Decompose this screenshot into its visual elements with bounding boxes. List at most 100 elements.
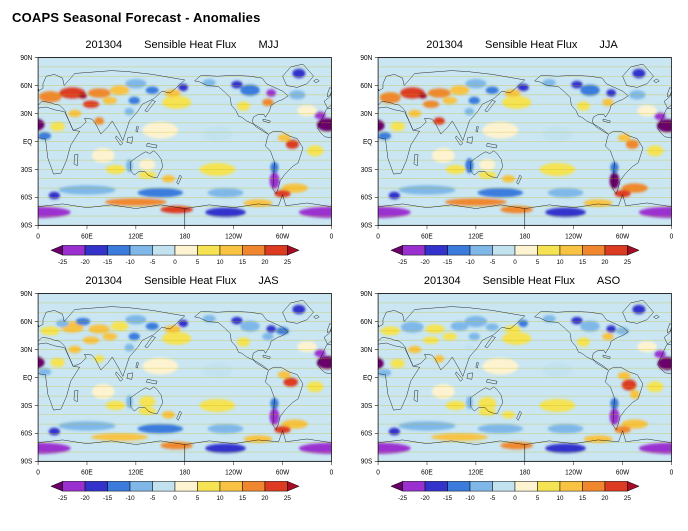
svg-text:-10: -10	[125, 495, 135, 502]
svg-text:0: 0	[330, 469, 334, 476]
svg-text:30S: 30S	[21, 402, 33, 409]
svg-text:5: 5	[536, 495, 540, 502]
svg-text:60S: 60S	[361, 194, 373, 201]
svg-text:60W: 60W	[276, 469, 290, 476]
colorbar-jja: -25 -20 -15 -10 -5 0 5 10 15 20 25	[390, 245, 640, 266]
svg-text:90N: 90N	[360, 291, 372, 298]
init-date: 201304	[426, 39, 464, 51]
svg-text:-5: -5	[490, 495, 496, 502]
svg-text:25: 25	[624, 259, 632, 266]
svg-text:-10: -10	[125, 259, 135, 266]
svg-text:60N: 60N	[360, 319, 372, 326]
colorbar-labels: -25 -20 -15 -10 -5 0 5 10 15 20 25	[58, 259, 291, 266]
colorbar-mjj: -25 -20 -15 -10 -5 0 5 10 15 20 25	[50, 245, 300, 266]
svg-text:5: 5	[536, 259, 540, 266]
svg-text:-5: -5	[150, 259, 156, 266]
svg-text:EQ: EQ	[363, 374, 373, 381]
init-date: 201304	[85, 39, 123, 51]
panel-jas: 201304 Sensible Heat Flux JAS 90N 60N 30N E…	[10, 275, 340, 507]
colorbar-labels: -25 -20 -15 -10 -5 0 5 10 15 20 25	[398, 495, 631, 502]
svg-text:0: 0	[173, 495, 177, 502]
page-title: COAPS Seasonal Forecast - Anomalies	[12, 10, 261, 25]
panel-title-aso: 201304 Sensible Heat Flux ASO	[424, 275, 620, 287]
svg-text:-25: -25	[58, 495, 68, 502]
svg-text:30N: 30N	[360, 111, 372, 118]
svg-text:20: 20	[261, 259, 269, 266]
svg-text:25: 25	[284, 495, 292, 502]
svg-text:0: 0	[513, 259, 517, 266]
variable-name: Sensible Heat Flux	[144, 275, 237, 287]
svg-text:30S: 30S	[361, 166, 373, 173]
svg-text:15: 15	[579, 259, 587, 266]
panel-grid: 201304 Sensible Heat Flux MJJ 90N 60N 30N E…	[10, 39, 680, 507]
svg-text:-15: -15	[443, 259, 453, 266]
svg-text:-25: -25	[58, 259, 68, 266]
init-date: 201304	[85, 275, 123, 287]
svg-text:0: 0	[36, 233, 40, 240]
latitude-gridlines	[38, 302, 332, 453]
panel-mjj: 201304 Sensible Heat Flux MJJ 90N 60N 30N E…	[10, 39, 340, 271]
svg-text:-10: -10	[465, 495, 475, 502]
map-area	[378, 293, 672, 462]
svg-text:15: 15	[239, 495, 247, 502]
svg-text:60N: 60N	[20, 319, 32, 326]
svg-text:-15: -15	[103, 495, 113, 502]
svg-text:-5: -5	[150, 495, 156, 502]
panel-jja: 201304 Sensible Heat Flux JJA 90N 60N 30N E…	[350, 39, 680, 271]
svg-text:60W: 60W	[616, 469, 630, 476]
svg-text:90S: 90S	[21, 222, 33, 229]
season-label: ASO	[596, 275, 621, 287]
svg-text:0: 0	[173, 259, 177, 266]
svg-text:90N: 90N	[20, 55, 32, 62]
svg-text:60E: 60E	[421, 233, 433, 240]
svg-text:20: 20	[601, 259, 609, 266]
svg-text:90N: 90N	[360, 55, 372, 62]
axis-ticks	[34, 57, 332, 230]
svg-text:90S: 90S	[21, 458, 33, 465]
svg-text:-25: -25	[398, 259, 408, 266]
svg-text:30N: 30N	[360, 347, 372, 354]
svg-text:5: 5	[196, 495, 200, 502]
svg-text:90S: 90S	[361, 458, 373, 465]
colorbar-labels: -25 -20 -15 -10 -5 0 5 10 15 20 25	[398, 259, 631, 266]
svg-text:-10: -10	[465, 259, 475, 266]
latitude-gridlines	[378, 302, 672, 453]
svg-text:15: 15	[579, 495, 587, 502]
svg-text:10: 10	[556, 259, 564, 266]
svg-text:30S: 30S	[361, 402, 373, 409]
svg-text:180: 180	[179, 469, 190, 476]
svg-text:30N: 30N	[20, 111, 32, 118]
season-label: JJA	[599, 39, 618, 51]
svg-text:20: 20	[261, 495, 269, 502]
svg-text:10: 10	[216, 259, 224, 266]
svg-text:10: 10	[216, 495, 224, 502]
season-label: MJJ	[258, 39, 279, 51]
svg-text:180: 180	[519, 233, 530, 240]
variable-name: Sensible Heat Flux	[482, 275, 575, 287]
colorbar-aso: -25 -20 -15 -10 -5 0 5 10 15 20 25	[390, 481, 640, 502]
svg-text:120W: 120W	[565, 233, 582, 240]
axis-ticks	[34, 293, 332, 466]
svg-text:120E: 120E	[468, 469, 484, 476]
variable-name: Sensible Heat Flux	[485, 39, 578, 51]
svg-text:0: 0	[670, 233, 674, 240]
svg-text:90S: 90S	[361, 222, 373, 229]
svg-text:-20: -20	[421, 495, 431, 502]
svg-text:20: 20	[601, 495, 609, 502]
svg-text:25: 25	[284, 259, 292, 266]
axis-ticks	[374, 57, 672, 230]
svg-text:120W: 120W	[225, 233, 242, 240]
colorbar-labels: -25 -20 -15 -10 -5 0 5 10 15 20 25	[58, 495, 291, 502]
colorbar-jas: -25 -20 -15 -10 -5 0 5 10 15 20 25	[50, 481, 300, 502]
svg-text:10: 10	[556, 495, 564, 502]
svg-text:-15: -15	[443, 495, 453, 502]
svg-text:30N: 30N	[20, 347, 32, 354]
svg-text:120E: 120E	[468, 233, 484, 240]
svg-text:0: 0	[376, 233, 380, 240]
svg-text:120W: 120W	[565, 469, 582, 476]
